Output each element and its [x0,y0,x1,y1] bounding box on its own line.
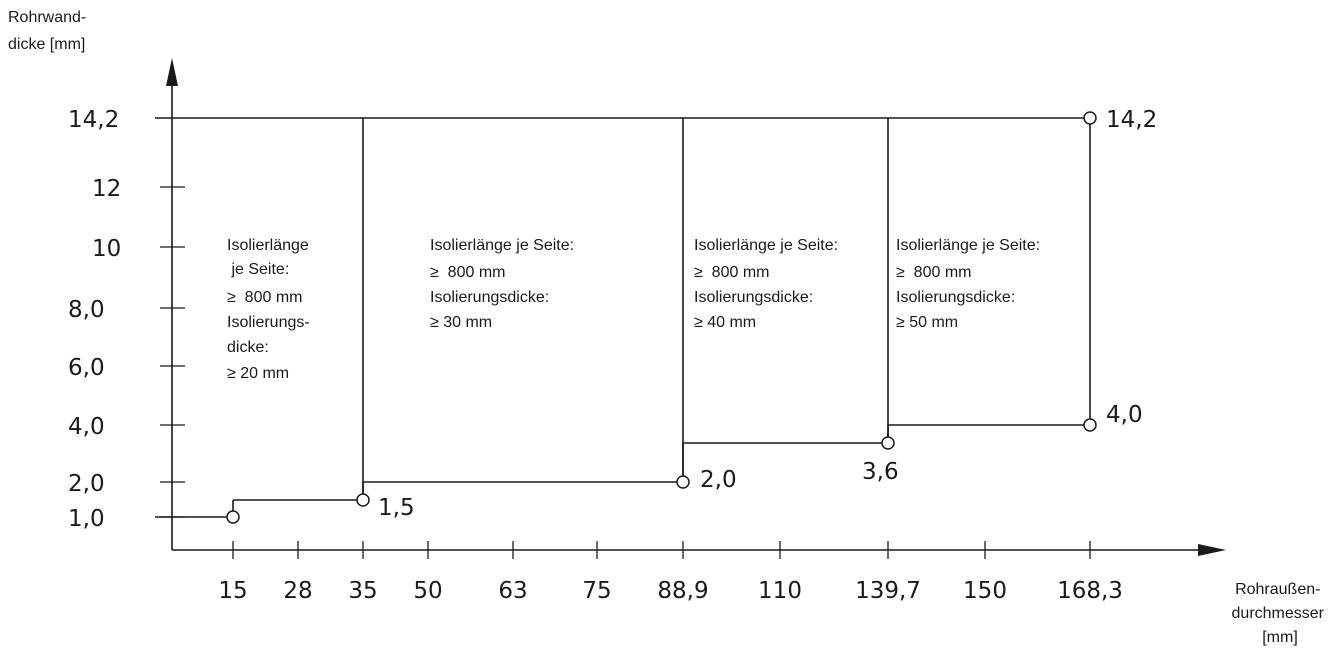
axes [166,58,1226,556]
region-2-text: Isolierlänge je Seite: ≥ 800 mm Isolieru… [430,237,579,331]
boundary-points [226,111,1097,524]
x-tick-label: 88,9 [657,578,708,604]
y-axis-title-line: dicke [mm] [8,36,85,53]
region-4-text: Isolierlänge je Seite: ≥ 800 mm Isolieru… [896,237,1045,331]
x-tick-label: 150 [963,578,1007,604]
x-tick-label: 139,7 [855,578,921,604]
x-tick-label: 168,3 [1057,578,1123,604]
x-axis-title-line: Rohraußen- [1235,581,1320,598]
region-text-line: ≥ 30 mm [430,314,492,331]
x-tick-label: 110 [758,578,802,604]
y-tick-label: 1,0 [68,506,105,532]
point-label: 3,6 [862,459,899,485]
x-tick-label: 63 [498,578,527,604]
x-axis-title-line: durchmesser [1232,605,1325,622]
region-text-line: Isolierlänge je Seite: [694,237,838,254]
region-text-line: ≥ 50 mm [896,314,958,331]
region-text-line: ≥ 40 mm [694,314,756,331]
y-axis-title: Rohrwand- dicke [mm] [8,9,91,53]
region-text-line: ≥ 800 mm [896,264,971,281]
boundary-point [356,493,370,507]
boundary-point [226,510,240,524]
y-tick-label: 6,0 [68,355,105,381]
boundary-point [676,475,690,489]
x-tick-label: 35 [348,578,377,604]
region-text-line: ≥ 800 mm [227,289,302,306]
boundary-point [881,436,895,450]
point-label: 1,5 [378,495,415,521]
point-label: 14,2 [1106,107,1157,133]
x-tick-label: 50 [413,578,442,604]
region-text-line: Isolierlänge [227,237,309,254]
y-tick-label: 8,0 [68,297,105,323]
region-text-line: Isolierlänge je Seite: [896,237,1040,254]
point-label: 4,0 [1106,402,1143,428]
y-tick-label: 10 [92,236,121,262]
region-text-line: ≥ 20 mm [227,365,289,382]
region-text-line: ≥ 800 mm [694,264,769,281]
region-3-text: Isolierlänge je Seite: ≥ 800 mm Isolieru… [694,237,843,331]
lower-boundary [155,424,1090,518]
region-text-line: Isolierlänge je Seite: [430,237,574,254]
boundary-point [1083,418,1097,432]
region-text-line: Isolierungsdicke: [896,289,1015,306]
region-text-line: Isolierungsdicke: [694,289,813,306]
x-axis-title-line: [mm] [1262,629,1298,646]
x-ticks [232,541,1091,559]
y-tick-label: 14,2 [68,107,119,133]
point-labels: 1,5 2,0 3,6 4,0 14,2 [378,107,1157,521]
y-axis-title-line: Rohrwand- [8,9,86,26]
x-tick-label: 28 [283,578,312,604]
x-axis-arrow-icon [1198,544,1226,556]
boundary-point [1083,111,1097,125]
region-text-line: ≥ 800 mm [430,264,505,281]
x-tick-labels: 15 28 35 50 63 75 88,9 110 139,7 150 168… [218,578,1123,604]
region-1-text: Isolierlänge je Seite: ≥ 800 mm Isolieru… [227,237,314,382]
x-tick-label: 75 [582,578,611,604]
region-text-line: je Seite: [227,261,289,278]
point-label: 2,0 [700,467,737,493]
y-axis-arrow-icon [166,58,178,86]
region-text-line: Isolierungsdicke: [430,289,549,306]
x-tick-label: 15 [218,578,247,604]
region-text-line: dicke: [227,339,269,356]
region-text-line: Isolierungs- [227,314,310,331]
x-axis-title: Rohraußen- durchmesser [mm] [1232,581,1329,646]
y-tick-labels: 1,0 2,0 4,0 6,0 8,0 10 12 14,2 [68,107,121,532]
y-tick-label: 12 [92,176,121,202]
y-tick-label: 4,0 [68,414,105,440]
y-tick-label: 2,0 [68,471,105,497]
